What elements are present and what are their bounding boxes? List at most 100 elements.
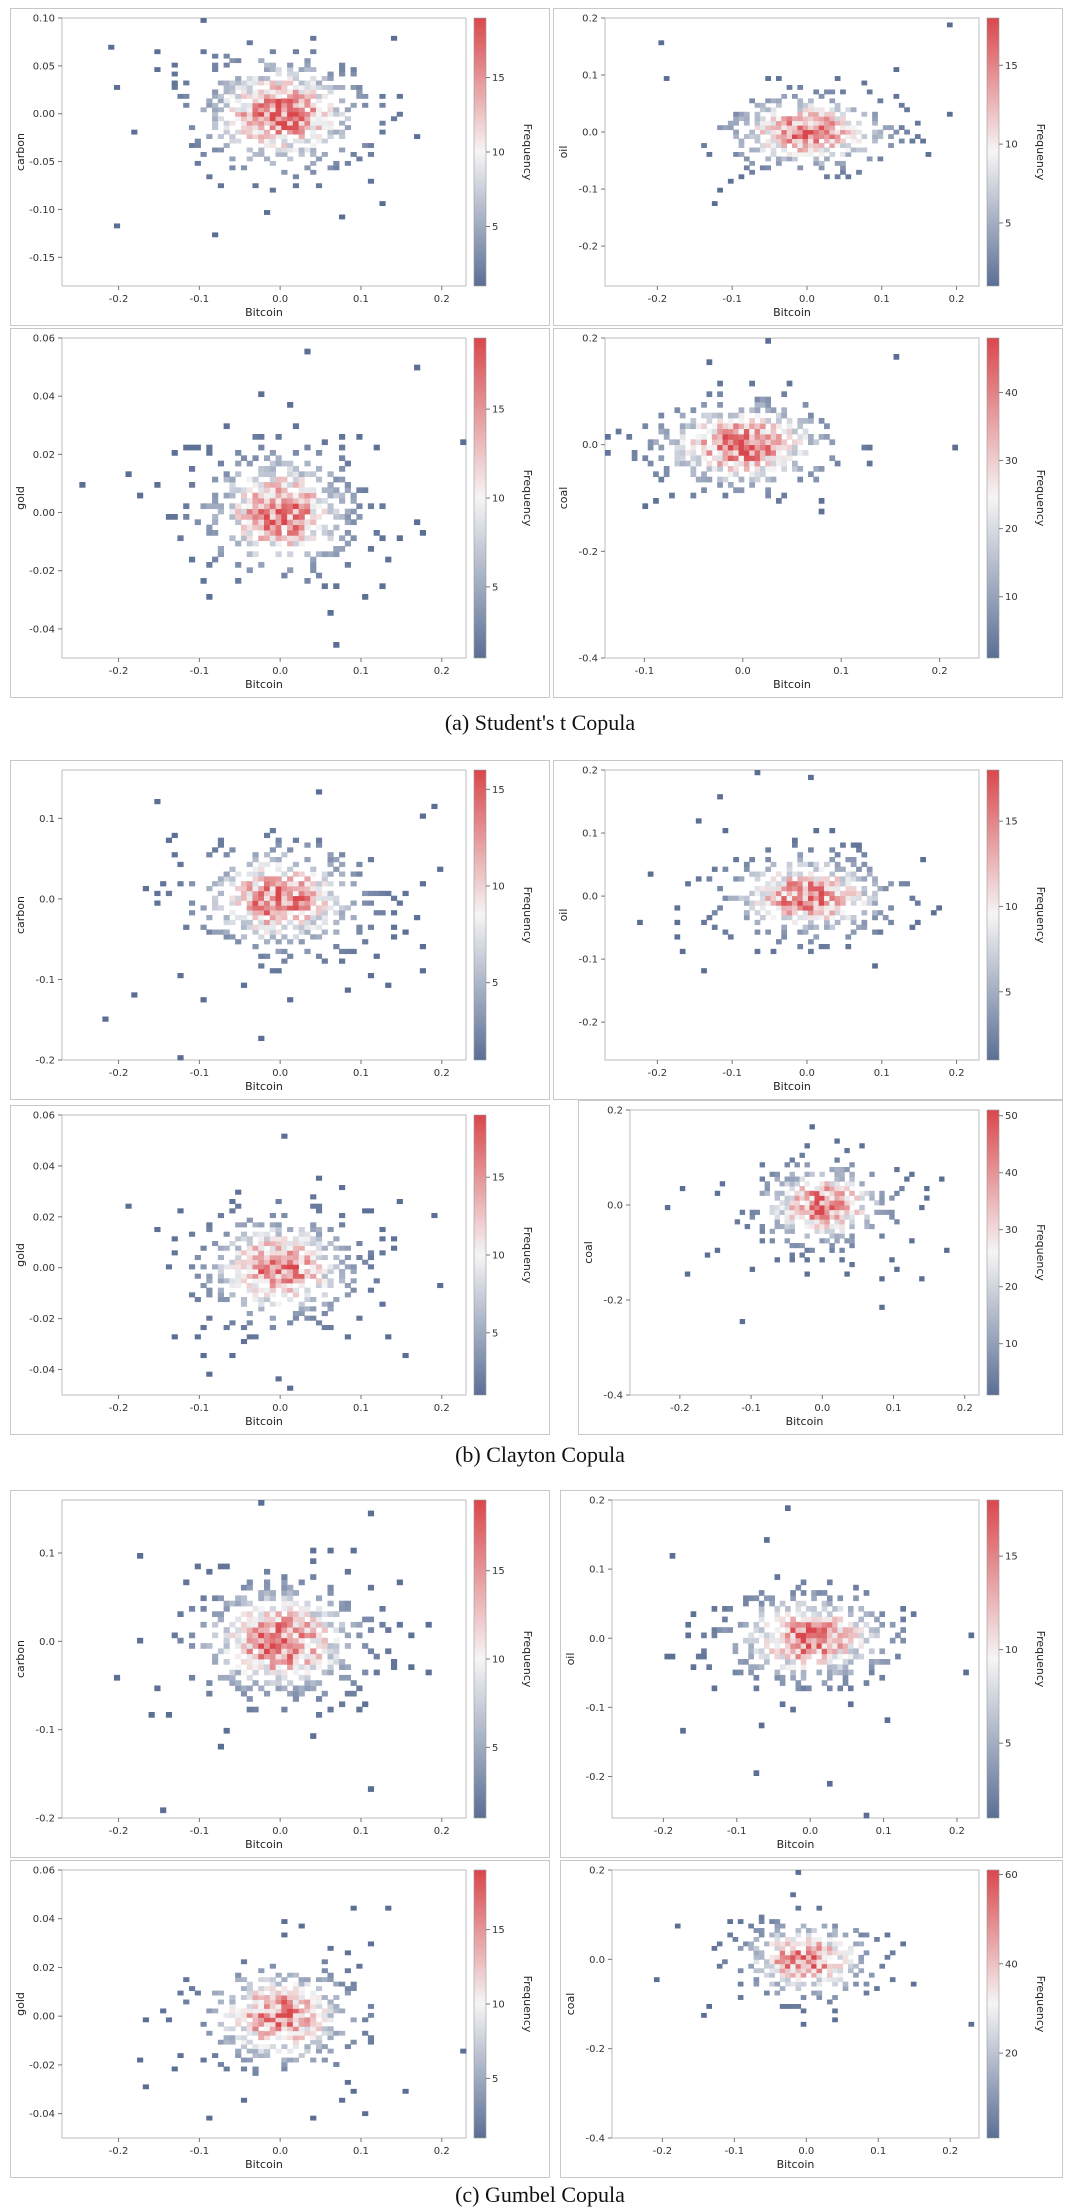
heatmap-cell xyxy=(298,2017,305,2023)
heatmap-cell xyxy=(663,434,670,440)
heatmap-cell xyxy=(269,102,276,108)
heatmap-cell xyxy=(235,2035,242,2041)
heatmap-cell xyxy=(281,948,288,955)
heatmap-cell xyxy=(770,111,777,117)
heatmap-cell xyxy=(834,116,841,122)
heatmap-cell xyxy=(842,1627,849,1633)
heatmap-cell xyxy=(304,1236,311,1242)
heatmap-cell xyxy=(281,1685,288,1692)
heatmap-cell xyxy=(200,905,207,911)
heatmap-cell xyxy=(770,107,777,113)
heatmap-cell xyxy=(811,1590,817,1596)
colorbar xyxy=(986,17,1000,287)
heatmap-cell xyxy=(789,1176,795,1182)
heatmap-cell xyxy=(113,223,121,229)
colorbar-tick-label: 20 xyxy=(1005,2049,1018,2060)
heatmap-cell xyxy=(758,1616,765,1623)
heatmap-cell xyxy=(808,881,814,887)
heatmap-cell xyxy=(790,1648,796,1655)
heatmap-cell xyxy=(804,1219,810,1225)
heatmap-cell xyxy=(223,120,230,126)
heatmap-cell xyxy=(779,1621,786,1628)
heatmap-cell xyxy=(269,1669,276,1676)
heatmap-cell xyxy=(795,1986,802,1991)
heatmap-cell xyxy=(240,498,248,504)
heatmap-cell xyxy=(861,147,868,153)
heatmap-cell xyxy=(264,2008,271,2014)
heatmap-cell xyxy=(800,1972,807,1978)
heatmap-cell xyxy=(321,1278,328,1284)
heatmap-cell xyxy=(802,111,809,117)
panel-frame xyxy=(553,8,1063,326)
y-tick-label: 0.10 xyxy=(33,14,55,25)
heatmap-cell xyxy=(298,1311,305,1317)
heatmap-cell xyxy=(281,107,288,113)
heatmap-cell xyxy=(669,1553,676,1559)
heatmap-cell xyxy=(292,519,300,526)
heatmap-cell xyxy=(849,1200,855,1206)
heatmap-cell xyxy=(826,1685,833,1692)
heatmap-cell xyxy=(287,71,294,77)
heatmap-cell xyxy=(235,2012,242,2018)
heatmap-cell xyxy=(275,1259,282,1265)
heatmap-cell xyxy=(749,471,755,478)
heatmap-cell xyxy=(872,120,878,126)
heatmap-cell xyxy=(275,134,282,139)
heatmap-cell xyxy=(246,881,253,887)
heatmap-cell xyxy=(774,1945,781,1951)
heatmap-cell xyxy=(269,120,276,126)
heatmap-cell xyxy=(304,58,311,64)
heatmap-cell xyxy=(792,890,798,897)
heatmap-cell xyxy=(840,900,846,906)
heatmap-cell xyxy=(679,455,686,462)
heatmap-cell xyxy=(269,828,276,834)
heatmap-cell xyxy=(304,1297,311,1303)
heatmap-cell xyxy=(269,934,276,940)
heatmap-cell xyxy=(200,997,207,1003)
heatmap-cell xyxy=(339,434,346,440)
heatmap-cell xyxy=(315,1264,323,1270)
heatmap-cell xyxy=(764,1190,770,1196)
heatmap-cell xyxy=(811,1637,817,1644)
heatmap-cell xyxy=(235,1680,242,1686)
heatmap-cell xyxy=(706,1664,713,1670)
heatmap-cell xyxy=(727,412,734,419)
heatmap-cell xyxy=(373,890,380,897)
heatmap-cell xyxy=(795,1643,802,1649)
chart-c-coal: -0.2 -0.1 0.0 0.1 0.2 -0.4 -0.2 0.0 0.2 Bitcoin co… xyxy=(560,1860,1063,2178)
heatmap-cell xyxy=(834,143,841,148)
heatmap-cell xyxy=(292,129,300,135)
heatmap-cell xyxy=(287,519,294,526)
heatmap-cell xyxy=(258,890,265,897)
heatmap-cell xyxy=(229,165,236,171)
heatmap-cell xyxy=(240,2012,248,2018)
heatmap-cell xyxy=(866,866,873,872)
heatmap-cell xyxy=(769,1205,775,1211)
colorbar-tick-label: 5 xyxy=(492,1743,498,1754)
heatmap-cell xyxy=(816,1669,823,1676)
heatmap-cell xyxy=(310,1680,317,1686)
heatmap-cell xyxy=(240,2057,248,2063)
heatmap-cell xyxy=(304,89,311,95)
heatmap-cell xyxy=(826,1977,833,1983)
heatmap-cell xyxy=(183,102,190,108)
heatmap-cell xyxy=(774,1963,781,1969)
heatmap-cell xyxy=(808,98,814,104)
heatmap-cell xyxy=(816,1968,823,1974)
heatmap-cell xyxy=(235,460,242,467)
heatmap-cell xyxy=(246,1320,253,1326)
heatmap-cell xyxy=(310,1194,317,1200)
heatmap-cell xyxy=(765,402,772,408)
heatmap-cell xyxy=(344,1568,351,1575)
heatmap-cell xyxy=(339,67,346,72)
heatmap-cell xyxy=(212,62,219,68)
heatmap-cell xyxy=(275,1264,282,1270)
heatmap-cell xyxy=(304,102,311,108)
heatmap-cell xyxy=(258,934,265,940)
heatmap-cell xyxy=(281,519,288,526)
heatmap-cell xyxy=(258,1621,265,1628)
heatmap-cell xyxy=(839,1247,845,1253)
heatmap-cell xyxy=(321,2012,328,2018)
heatmap-cell xyxy=(882,125,889,131)
heatmap-cell xyxy=(292,1995,300,2000)
